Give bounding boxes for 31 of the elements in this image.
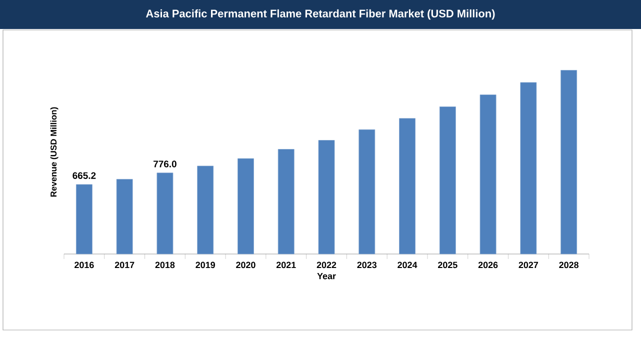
bar: [439, 106, 456, 254]
bar: [358, 129, 376, 254]
x-tick-label: 2020: [236, 262, 256, 268]
data-label: 776.0: [154, 160, 176, 168]
bar: [197, 166, 214, 254]
bar: [76, 184, 92, 254]
x-tick-label: 2016: [74, 262, 94, 268]
x-tick-label: 2023: [357, 262, 377, 268]
bar: [156, 172, 174, 254]
x-tick-label: 2018: [155, 262, 175, 268]
x-axis-title: Year: [317, 272, 336, 280]
x-tick-label: 2027: [518, 262, 538, 268]
x-tick-label: 2021: [276, 262, 296, 268]
x-tick-label: 2024: [398, 262, 418, 268]
data-label: 665.2: [72, 172, 96, 179]
x-tick-label: 2019: [196, 262, 215, 268]
bar: [560, 70, 578, 254]
bar: [116, 179, 133, 254]
bar: [520, 82, 537, 254]
bar: [278, 149, 294, 254]
bar: [399, 118, 416, 254]
bar: [238, 158, 254, 254]
x-tick-label: 2022: [316, 262, 336, 268]
x-tick-label: 2026: [478, 262, 498, 268]
x-tick-label: 2025: [438, 262, 458, 268]
x-tick-label: 2028: [559, 262, 579, 268]
x-tick-label: 2017: [114, 262, 134, 268]
y-axis-title: Revenue (USD Million): [50, 107, 58, 197]
chart-title: Asia Pacific Permanent Flame Retardant Fiber Market (USD Million): [146, 9, 495, 20]
bar: [480, 94, 496, 254]
bar: [318, 140, 335, 254]
